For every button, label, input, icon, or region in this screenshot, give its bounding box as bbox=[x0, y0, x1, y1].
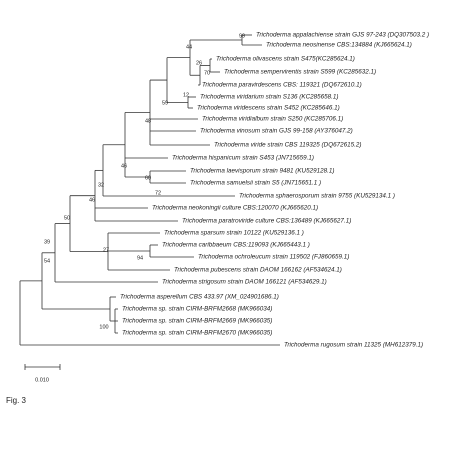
scale-label: 0.010 bbox=[35, 377, 49, 383]
taxon-label: Trichoderma sparsum strain 10122 (KU5291… bbox=[164, 230, 304, 237]
taxon-label: Trichoderma sempervirentis strain S599 (… bbox=[224, 69, 376, 76]
taxon-label: Trichoderma pubescens strain DAOM 166162… bbox=[174, 267, 342, 274]
taxon-label: Trichoderma vinosum strain GJS 99-158 (A… bbox=[200, 128, 353, 135]
taxon-label: Trichoderma viride strain CBS 119325 (DQ… bbox=[214, 142, 361, 149]
taxon-label: Trichoderma neosinense CBS:134884 (KJ665… bbox=[266, 42, 412, 49]
bootstrap-value: 12 bbox=[183, 92, 189, 98]
bootstrap-value: 46 bbox=[89, 197, 95, 203]
taxon-label: Trichoderma viridescens strain S452 (KC2… bbox=[197, 105, 340, 112]
taxon-label: Trichoderma viridialbum strain S250 (KC2… bbox=[202, 116, 343, 123]
bootstrap-value: 70 bbox=[204, 70, 210, 76]
taxon-label: Trichoderma hispanicum strain S453 (JN71… bbox=[172, 155, 314, 162]
bootstrap-value: 54 bbox=[44, 258, 50, 264]
bootstrap-value: 46 bbox=[121, 163, 127, 169]
taxon-label: Trichoderma appalachiense strain GJS 97-… bbox=[256, 32, 429, 39]
bootstrap-value: 94 bbox=[137, 255, 143, 261]
taxon-label: Trichoderma samuelsii strain S5 (JN71565… bbox=[190, 180, 321, 187]
bootstrap-value: 99 bbox=[239, 33, 245, 39]
bootstrap-value: 26 bbox=[196, 60, 202, 66]
bootstrap-value: 59 bbox=[162, 100, 168, 106]
taxon-label: Trichoderma sphaerosporum strain 9755 (K… bbox=[239, 193, 395, 200]
bootstrap-value: 72 bbox=[155, 190, 161, 196]
taxon-label: Trichoderma asperellum CBS 433.97 (XM_02… bbox=[120, 294, 279, 301]
bootstrap-value: 27 bbox=[103, 247, 109, 253]
bootstrap-value: 39 bbox=[44, 239, 50, 245]
taxon-label: Trichoderma laevisporum strain 9481 (KU5… bbox=[190, 168, 334, 175]
taxon-label: Trichoderma sp. strain CIRM-BRFM2668 (MK… bbox=[122, 306, 272, 313]
taxon-label: Trichoderma sp. strain CIRM-BRFM2669 (MK… bbox=[122, 318, 272, 325]
bootstrap-value: 32 bbox=[98, 182, 104, 188]
taxon-label: Trichoderma viridarium strain S136 (KC28… bbox=[200, 94, 338, 101]
taxon-label: Trichoderma strigosum strain DAOM 166121… bbox=[162, 279, 327, 286]
bootstrap-value: 48 bbox=[145, 118, 151, 124]
taxon-label: Trichoderma olivascens strain S475(KC285… bbox=[216, 56, 355, 63]
taxon-label: Trichoderma sp. strain CIRM-BRFM2670 (MK… bbox=[122, 330, 272, 337]
taxon-label: Trichoderma rugosum strain 11325 (MH6123… bbox=[284, 342, 423, 349]
taxon-label: Trichoderma caribbaeum CBS:119093 (KJ665… bbox=[162, 242, 310, 249]
taxon-label: Trichoderma paravirdescens CBS: 119321 (… bbox=[202, 82, 362, 89]
bootstrap-value: 50 bbox=[64, 215, 70, 221]
bootstrap-value: 60 bbox=[145, 175, 151, 181]
taxon-label: Trichoderma neokoningii culture CBS:1200… bbox=[152, 205, 318, 212]
caption: Fig. 3 bbox=[6, 396, 27, 405]
bootstrap-value: 44 bbox=[186, 44, 192, 50]
taxon-label: Trichoderma paratroviride culture CBS:13… bbox=[182, 218, 351, 225]
bootstrap-value: 100 bbox=[99, 324, 108, 330]
taxon-label: Trichoderma ochroleucum strain 119502 (F… bbox=[198, 254, 349, 261]
